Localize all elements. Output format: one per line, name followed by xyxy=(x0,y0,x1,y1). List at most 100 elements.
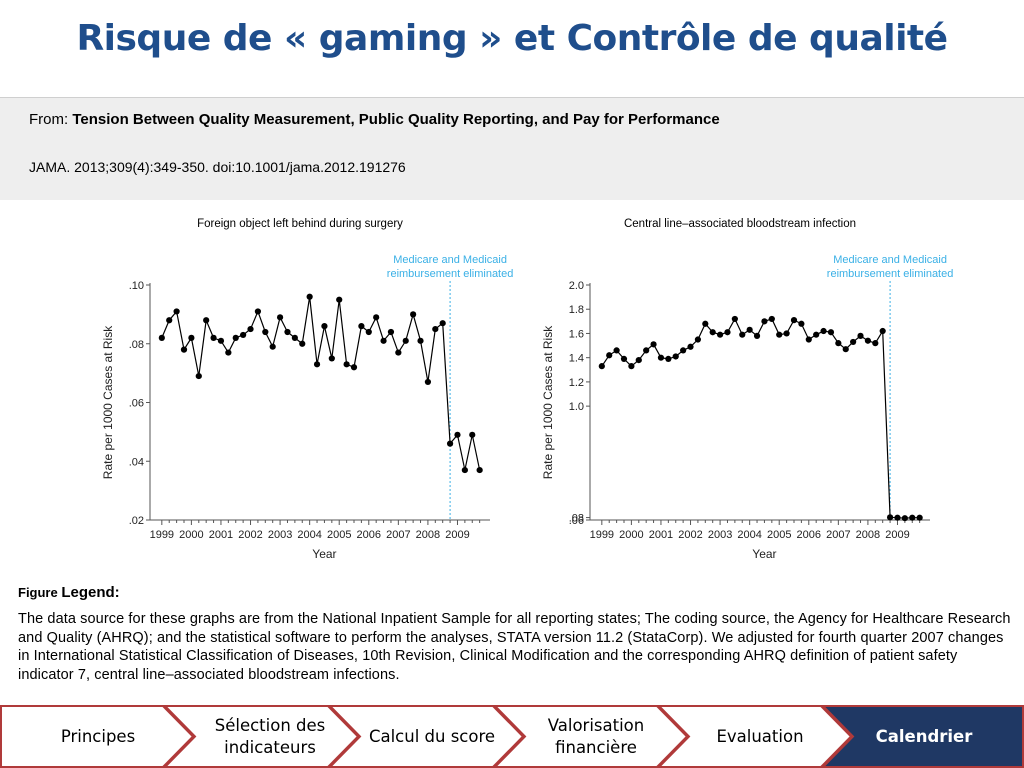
chart-clabsi-data-point-0 xyxy=(598,363,605,370)
chart-clabsi-data-point-14 xyxy=(702,320,709,327)
chart-clabsi-data-point-29 xyxy=(813,331,820,338)
chart-foreign-object-data-point-10 xyxy=(232,334,239,341)
chart-foreign-object-data-point-43 xyxy=(476,466,483,474)
chart-foreign-object-data-point-24 xyxy=(336,296,343,303)
chart-clabsi-data-point-12 xyxy=(687,343,694,350)
journal-citation: JAMA. 2013;309(4):349-350. doi:10.1001/j… xyxy=(29,159,406,175)
chart-clabsi-data-point-21 xyxy=(753,332,761,339)
chart-clabsi-annotation-line-1: reimbursement eliminated xyxy=(827,268,954,280)
chart-clabsi-data-point-11 xyxy=(680,347,687,354)
chart-foreign-object-ytick-label-4: .10 xyxy=(129,280,144,292)
chart-foreign-object-data-point-17 xyxy=(284,328,291,336)
chart-clabsi-data-point-27 xyxy=(798,320,805,327)
chart-foreign-object-annotation-line-1: reimbursement eliminated xyxy=(387,268,514,280)
chart-clabsi-data-point-37 xyxy=(872,340,879,347)
chart-foreign-object-xtick-label-6: 2005 xyxy=(327,529,351,541)
chart-foreign-object-xtick-label-9: 2008 xyxy=(416,529,440,541)
chart-clabsi-data-point-16 xyxy=(716,331,724,338)
chart-foreign-object-data-point-31 xyxy=(387,328,395,336)
chart-foreign-object-data-point-5 xyxy=(195,372,202,380)
chart-clabsi-data-point-23 xyxy=(768,315,775,323)
chart-foreign-object-data-point-36 xyxy=(424,378,432,386)
chart-foreign-object-data-point-39 xyxy=(446,440,454,447)
chart-foreign-object-data-point-2 xyxy=(173,308,180,315)
chart-foreign-object-data-point-29 xyxy=(373,314,380,321)
chart-foreign-object-ytick-label-1: .04 xyxy=(129,456,144,468)
chart-clabsi-title: Central line–associated bloodstream infe… xyxy=(624,218,856,230)
section-navigation-bar: Principes Sélection des indicateurs Calc… xyxy=(0,705,1024,768)
chart-clabsi-series-line-0 xyxy=(601,317,920,519)
chart-clabsi-ytick-label-7: 2.0 xyxy=(569,280,584,292)
nav-item-calcul-score[interactable]: Calcul du score xyxy=(368,726,496,746)
chart-foreign-object-data-point-6 xyxy=(203,317,210,324)
chart-foreign-object-ytick-label-2: .06 xyxy=(129,398,144,410)
chart-foreign-object-title: Foreign object left behind during surger… xyxy=(197,218,403,230)
chart-foreign-object-data-point-14 xyxy=(262,328,269,336)
chart-foreign-object: Foreign object left behind during surger… xyxy=(90,205,513,565)
chart-clabsi-data-point-26 xyxy=(790,317,798,324)
chart-foreign-object-xtick-label-7: 2006 xyxy=(357,529,381,541)
nav-chevron-bg-2 xyxy=(327,705,525,768)
chart-foreign-object-data-point-15 xyxy=(269,343,276,350)
chart-foreign-object-data-point-21 xyxy=(313,361,321,368)
chart-clabsi-ylabel: Rate per 1000 Cases at Risk xyxy=(541,325,555,479)
chart-foreign-object-xtick-label-0: 1999 xyxy=(150,529,174,541)
chart-clabsi: Central line–associated bloodstream infe… xyxy=(530,205,953,565)
chart-foreign-object-xlabel: Year xyxy=(312,547,336,561)
chart-clabsi-ytick-label-0: .06 xyxy=(569,515,584,527)
chart-foreign-object-xtick-label-5: 2004 xyxy=(297,529,321,541)
chart-clabsi-xtick-label-4: 2003 xyxy=(708,529,732,541)
chart-foreign-object-data-point-25 xyxy=(343,361,350,368)
chart-clabsi-data-point-42 xyxy=(909,514,916,521)
chart-foreign-object-annotation-line-0: Medicare and Medicaid xyxy=(393,254,507,266)
chart-clabsi-ytick-label-4: 1.4 xyxy=(569,353,584,365)
chart-foreign-object-data-point-4 xyxy=(188,334,195,341)
chart-clabsi-data-point-1 xyxy=(606,352,613,359)
chart-foreign-object-data-point-41 xyxy=(461,466,468,474)
nav-item-selection-indicateurs[interactable]: Sélection des indicateurs xyxy=(214,715,326,757)
chart-clabsi-data-point-18 xyxy=(731,315,738,323)
chart-foreign-object-ylabel: Rate per 1000 Cases at Risk xyxy=(101,325,115,479)
chart-clabsi-data-point-8 xyxy=(657,354,665,361)
chart-clabsi-data-point-13 xyxy=(694,336,702,343)
nav-item-valorisation-financiere[interactable]: Valorisation financière xyxy=(547,715,645,757)
chart-foreign-object-data-point-18 xyxy=(291,334,298,341)
chart-clabsi-xtick-label-7: 2006 xyxy=(797,529,821,541)
nav-item-principes[interactable]: Principes xyxy=(60,726,136,746)
chart-clabsi-ytick-label-1: .08 xyxy=(569,513,584,525)
chart-clabsi-data-point-22 xyxy=(761,318,768,325)
source-from-prefix: From: xyxy=(29,111,73,128)
chart-clabsi-annotation-line-0: Medicare and Medicaid xyxy=(833,254,947,266)
chart-clabsi-data-point-43 xyxy=(916,514,923,521)
figure-legend-label: Figure Legend: xyxy=(18,584,120,601)
chart-clabsi-data-point-34 xyxy=(850,338,857,346)
chart-clabsi-xtick-label-2: 2001 xyxy=(649,529,673,541)
chart-foreign-object-data-point-42 xyxy=(469,431,476,438)
chart-foreign-object-data-point-20 xyxy=(306,293,313,300)
chart-foreign-object-svg: Foreign object left behind during surger… xyxy=(101,218,513,561)
chart-foreign-object-data-point-35 xyxy=(417,337,424,344)
chart-foreign-object-xtick-label-3: 2002 xyxy=(238,529,262,541)
chart-foreign-object-data-point-8 xyxy=(217,337,225,344)
chart-clabsi-xtick-label-9: 2008 xyxy=(856,529,880,541)
chart-clabsi-data-point-6 xyxy=(643,347,650,354)
chart-foreign-object-data-point-34 xyxy=(410,311,417,318)
chart-foreign-object-data-point-26 xyxy=(350,364,358,371)
chart-clabsi-data-point-28 xyxy=(805,336,812,343)
chart-foreign-object-ytick-label-3: .08 xyxy=(129,339,144,351)
article-title-link[interactable]: Tension Between Quality Measurement, Pub… xyxy=(72,111,720,128)
chart-foreign-object-data-point-19 xyxy=(299,340,306,347)
chart-foreign-object-xtick-label-8: 2007 xyxy=(386,529,410,541)
chart-clabsi-ytick-label-2: 1.0 xyxy=(569,401,584,413)
chart-clabsi-data-point-4 xyxy=(628,363,635,370)
chart-clabsi-data-point-3 xyxy=(620,355,628,362)
nav-item-calendrier[interactable]: Calendrier xyxy=(875,726,973,746)
chart-foreign-object-data-point-23 xyxy=(328,355,335,362)
chart-clabsi-svg: Central line–associated bloodstream infe… xyxy=(541,218,953,561)
figure-legend-text: The data source for these graphs are fro… xyxy=(18,611,1011,683)
chart-foreign-object-data-point-7 xyxy=(210,334,217,341)
nav-item-evaluation[interactable]: Evaluation xyxy=(716,726,804,746)
chart-foreign-object-xtick-label-1: 2000 xyxy=(179,529,203,541)
chart-foreign-object-data-point-22 xyxy=(321,323,328,330)
chart-clabsi-data-point-17 xyxy=(724,329,731,336)
